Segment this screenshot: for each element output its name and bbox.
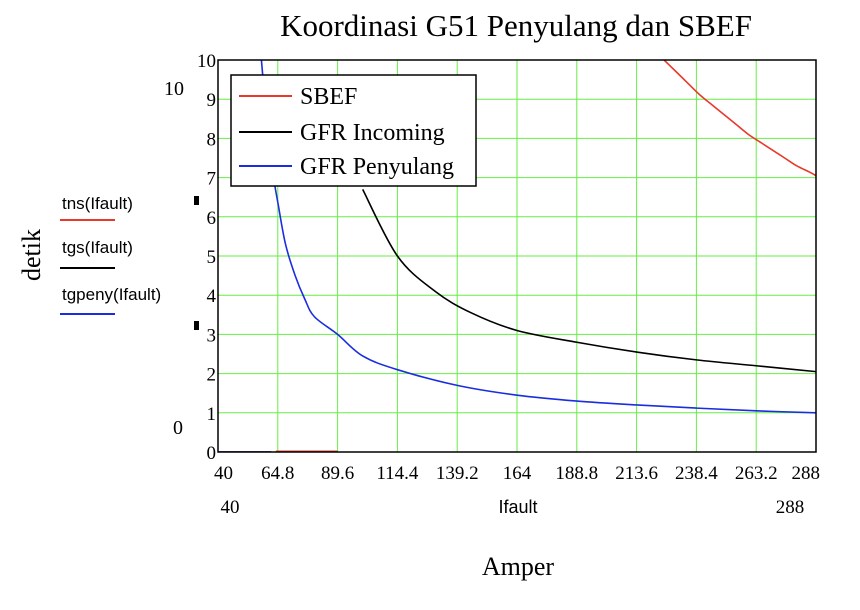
legend-box (230, 74, 477, 187)
legend-label-incoming: GFR Incoming (300, 120, 445, 146)
series-lines (218, 60, 816, 452)
series-line-penyulang-1 (260, 60, 816, 414)
y-tick-label-6: 6 (207, 208, 217, 229)
y-tick-label-3: 3 (207, 325, 217, 346)
chart-title: Koordinasi G51 Penyulang dan SBEF (280, 8, 752, 43)
legend-label-sbef: SBEF (300, 84, 357, 110)
y-tick-label-2: 2 (207, 365, 217, 386)
x-tick-label-6: 188.8 (555, 463, 598, 484)
series-expr-penyulang: tgpeny(Ifault) (62, 285, 161, 304)
y-tick-labels: 0 1 2 3 4 5 6 7 8 9 10 (197, 51, 217, 464)
y-tick-label-4: 4 (207, 286, 217, 307)
x-variable-label: Ifault (498, 497, 537, 517)
x-tick-label-5: 164 (503, 463, 532, 484)
y-tick-label-10: 10 (197, 51, 216, 72)
y-tick-label-1: 1 (207, 404, 217, 425)
legend: SBEF GFR Incoming GFR Penyulang (230, 74, 477, 187)
x-tick-label-7: 213.6 (615, 463, 658, 484)
series-line-sbef-1 (663, 60, 816, 177)
x-tick-label-9: 263.2 (735, 463, 778, 484)
series-expr-incoming: tgs(Ifault) (62, 238, 133, 257)
y-tick-label-5: 5 (207, 247, 217, 268)
series-line-incoming-1 (361, 188, 816, 373)
y-tick-label-8: 8 (207, 129, 217, 150)
x-axis-label: Amper (482, 552, 555, 581)
x-tick-label-2: 89.6 (321, 463, 354, 484)
y-tick-label-9: 9 (207, 90, 217, 111)
x-tick-label-10: 288 (792, 463, 821, 484)
x-tick-label-3: 114.4 (376, 463, 419, 484)
x-tick-label-0: 40 (214, 463, 233, 484)
trace-marker-lower (194, 321, 199, 330)
plot-frame (217, 59, 817, 453)
y-range-min-label: 0 (173, 417, 183, 439)
x-tick-label-8: 238.4 (675, 463, 718, 484)
x-tick-labels: 40 64.8 89.6 114.4 139.2 164 188.8 213.6 238.4 26… (214, 463, 820, 484)
x-range-min-label: 40 (221, 497, 240, 518)
legend-label-penyulang: GFR Penyulang (300, 154, 454, 180)
y-tick-label-7: 7 (207, 169, 217, 190)
y-tick-label-0: 0 (207, 443, 217, 464)
series-expr-sbef: tns(Ifault) (62, 194, 133, 213)
x-tick-label-1: 64.8 (261, 463, 294, 484)
series-expression-labels: tns(Ifault) tgs(Ifault) tgpeny(Ifault) (60, 194, 199, 330)
y-axis-label: detik (17, 229, 46, 281)
x-range-max-label: 288 (776, 497, 805, 518)
y-range-max-label: 10 (164, 78, 184, 100)
x-tick-label-4: 139.2 (436, 463, 479, 484)
trace-marker-upper (194, 196, 199, 205)
